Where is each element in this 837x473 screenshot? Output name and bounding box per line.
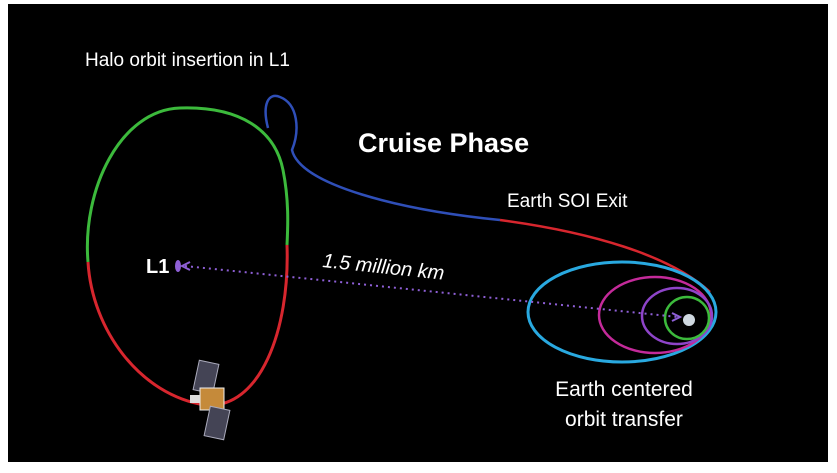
l1-point — [175, 260, 181, 272]
halo-label: Halo orbit insertion in L1 — [85, 50, 290, 71]
earth-label-1: Earth centered — [555, 378, 693, 401]
title: Cruise Phase — [358, 128, 529, 158]
earth — [683, 314, 695, 326]
l1-label: L1 — [146, 256, 169, 278]
earth-label-2: orbit transfer — [565, 408, 683, 431]
background — [8, 4, 828, 462]
diagram: Halo orbit insertion in L1 Cruise Phase … — [0, 0, 837, 473]
soi-label: Earth SOI Exit — [507, 191, 628, 212]
